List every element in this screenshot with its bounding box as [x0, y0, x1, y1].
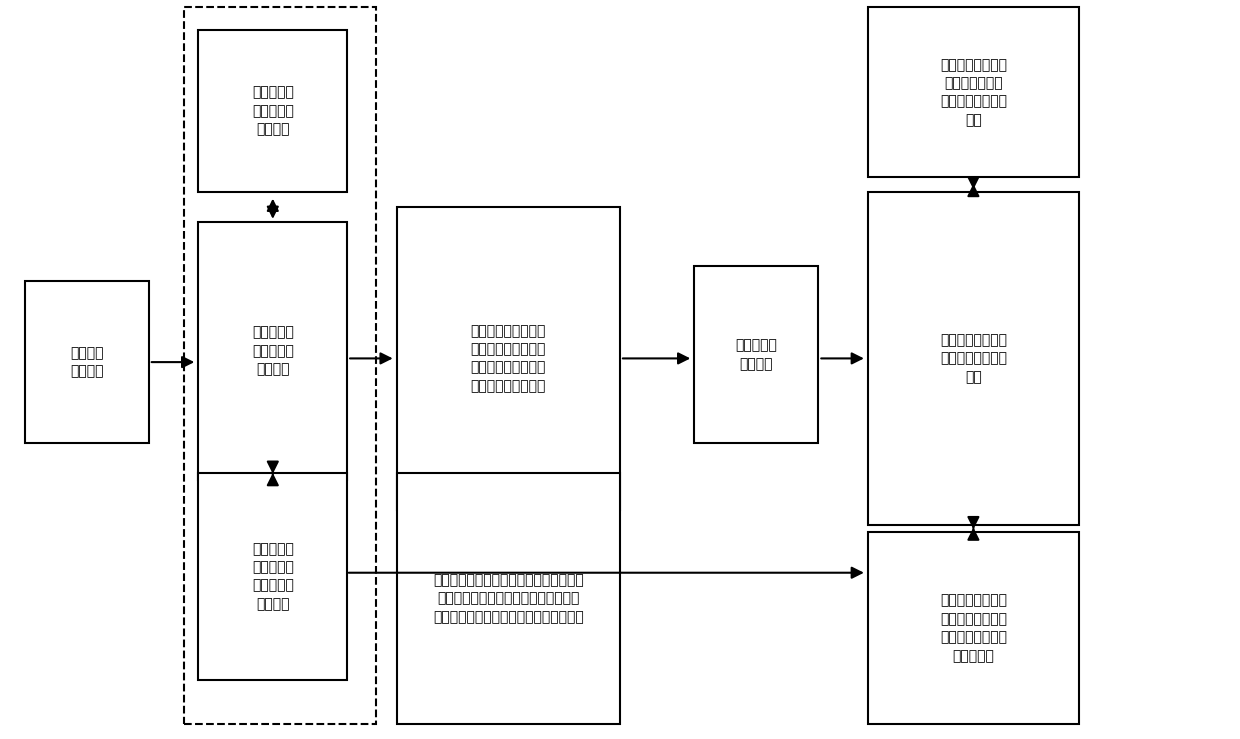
- FancyBboxPatch shape: [25, 281, 149, 443]
- Text: 首批下闸导
流隧洞采用
低水头封堵
闸门挡水: 首批下闸导 流隧洞采用 低水头封堵 闸门挡水: [252, 542, 294, 611]
- FancyBboxPatch shape: [868, 192, 1079, 525]
- Text: 首批下闸导流隧洞临
时堵头完工并具备枯
水期挡水条件，低水
头封堵闸门回收利用: 首批下闸导流隧洞临 时堵头完工并具备枯 水期挡水条件，低水 头封堵闸门回收利用: [471, 324, 546, 393]
- FancyBboxPatch shape: [198, 473, 347, 680]
- Text: 首批下闸导
流隧洞临时
堵头施工: 首批下闸导 流隧洞临时 堵头施工: [252, 326, 294, 376]
- FancyBboxPatch shape: [868, 532, 1079, 724]
- Text: 首批下闸导流隧洞
采用临时堵头挡
水，保护永久堵头
施工: 首批下闸导流隧洞 采用临时堵头挡 水，保护永久堵头 施工: [940, 58, 1007, 127]
- FancyBboxPatch shape: [868, 7, 1079, 177]
- FancyBboxPatch shape: [198, 30, 347, 192]
- FancyBboxPatch shape: [694, 266, 818, 443]
- Text: 首批下闸导流隧洞封堵闸门挡水水头大幅
度降低，进口结构挡水安全性大幅度提
高，低水头封堵闸门及启闭机可回收利用: 首批下闸导流隧洞封堵闸门挡水水头大幅 度降低，进口结构挡水安全性大幅度提 高，低…: [433, 573, 584, 624]
- Text: 第二批导流
隧洞下闸: 第二批导流 隧洞下闸: [735, 338, 777, 371]
- Text: 首批下闸导
流隧洞增设
临时堵头: 首批下闸导 流隧洞增设 临时堵头: [252, 86, 294, 136]
- Text: 首批、第二批下闸
导流隧洞永久堵头
施工: 首批、第二批下闸 导流隧洞永久堵头 施工: [940, 333, 1007, 384]
- FancyBboxPatch shape: [397, 207, 620, 510]
- Text: 第二批下闸导流隧
洞采用高水头封堵
闸门挡水，保护永
久堵头施工: 第二批下闸导流隧 洞采用高水头封堵 闸门挡水，保护永 久堵头施工: [940, 593, 1007, 663]
- FancyBboxPatch shape: [397, 473, 620, 724]
- Text: 首批导流
隧洞下闸: 首批导流 隧洞下闸: [69, 346, 104, 378]
- FancyBboxPatch shape: [198, 222, 347, 480]
